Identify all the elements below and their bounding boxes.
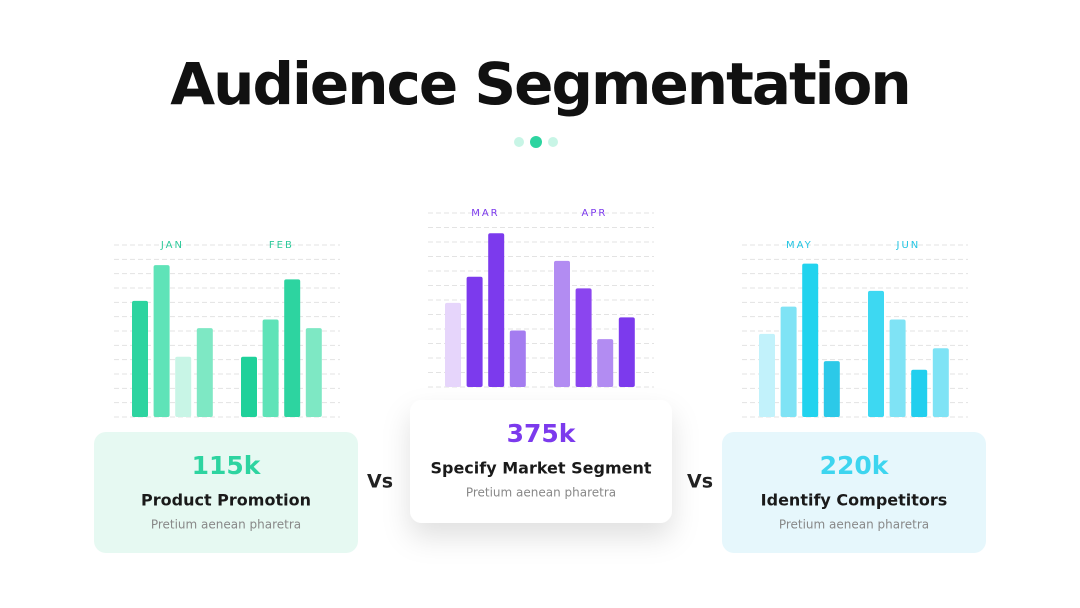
vs: Vs (687, 471, 713, 493)
bar (823, 361, 840, 417)
category-label: APR (581, 208, 607, 219)
bar (932, 348, 949, 417)
category-label: FEB (269, 240, 294, 251)
bar (575, 288, 592, 387)
bar (488, 233, 505, 387)
card-subtitle: Pretium aenean pharetra (466, 486, 616, 500)
category-label: MAY (786, 240, 813, 251)
card-title: Identify Competitors (761, 491, 948, 510)
category-label: JUN (896, 240, 921, 251)
title: Audience Segmentation (170, 50, 909, 118)
dot (530, 136, 542, 148)
card (94, 432, 358, 553)
bar (509, 330, 526, 387)
bar (284, 279, 301, 417)
bar (780, 306, 797, 417)
card (410, 400, 672, 523)
bar (802, 263, 819, 417)
bar (153, 265, 170, 417)
category-label: JAN (160, 240, 184, 251)
bar (466, 276, 483, 387)
dot (514, 137, 524, 147)
bar (305, 328, 322, 417)
card-value: 220k (820, 451, 890, 480)
bar (554, 260, 570, 387)
card-subtitle: Pretium aenean pharetra (779, 518, 929, 532)
bar (618, 317, 635, 387)
bar (889, 319, 906, 417)
vs: Vs (367, 471, 393, 493)
bar (175, 356, 192, 417)
bar (868, 290, 884, 417)
bar (911, 369, 928, 417)
card-title: Product Promotion (141, 491, 311, 510)
bar (597, 339, 614, 387)
card-value: 375k (507, 419, 577, 448)
bar (132, 300, 148, 417)
card-value: 115k (192, 451, 262, 480)
card-title: Specify Market Segment (430, 459, 651, 478)
bar (241, 356, 257, 417)
category-label: MAR (471, 208, 499, 219)
bar (445, 302, 461, 387)
bar (262, 319, 279, 417)
bar (196, 328, 213, 417)
card (722, 432, 986, 553)
dot (548, 137, 558, 147)
bar (759, 333, 775, 417)
card-subtitle: Pretium aenean pharetra (151, 518, 301, 532)
